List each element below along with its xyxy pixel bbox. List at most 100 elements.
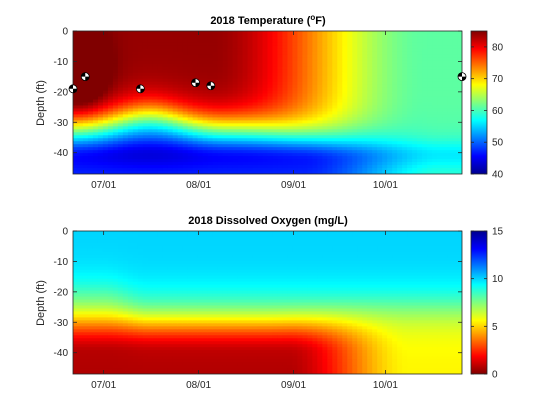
heatmap-cell bbox=[192, 260, 199, 265]
heatmap-cell bbox=[247, 39, 254, 44]
heatmap-cell bbox=[432, 81, 438, 86]
heatmap-cell bbox=[147, 254, 154, 259]
heatmap-cell bbox=[367, 132, 373, 136]
heatmap-cell bbox=[112, 45, 119, 50]
heatmap-cell bbox=[232, 171, 239, 174]
heatmap-cell bbox=[137, 51, 144, 56]
heatmap-cell bbox=[167, 42, 174, 47]
heatmap-cell bbox=[92, 245, 99, 250]
heatmap-cell bbox=[357, 69, 363, 74]
heatmap-cell bbox=[142, 260, 149, 265]
heatmap-cell bbox=[127, 117, 134, 121]
heatmap-cell bbox=[122, 39, 129, 44]
heatmap-cell bbox=[172, 123, 179, 127]
heatmap-cell bbox=[252, 75, 259, 80]
heatmap-cell bbox=[177, 350, 184, 354]
heatmap-cell bbox=[137, 69, 144, 74]
heatmap-cell bbox=[107, 42, 114, 47]
heatmap-cell bbox=[222, 156, 229, 160]
heatmap-cell bbox=[152, 284, 159, 289]
heatmap-cell bbox=[162, 171, 169, 174]
heatmap-cell bbox=[237, 132, 244, 136]
heatmap-cell bbox=[232, 93, 239, 98]
heatmap-cell bbox=[432, 75, 438, 80]
heatmap-cell bbox=[172, 344, 179, 348]
heatmap-cell bbox=[407, 96, 413, 101]
heatmap-cell bbox=[232, 114, 239, 118]
heatmap-cell bbox=[97, 138, 104, 142]
heatmap-cell bbox=[192, 42, 199, 47]
heatmap-cell bbox=[347, 33, 353, 38]
heatmap-cell bbox=[297, 156, 304, 160]
heatmap-cell bbox=[402, 51, 408, 56]
heatmap-cell bbox=[252, 105, 259, 110]
heatmap-cell bbox=[192, 117, 199, 121]
heatmap-cell bbox=[177, 257, 184, 262]
heatmap-cell bbox=[372, 87, 378, 92]
heatmap-cell bbox=[172, 60, 179, 65]
heatmap-cell bbox=[367, 54, 373, 59]
heatmap-cell bbox=[73, 129, 79, 133]
heatmap-cell bbox=[202, 105, 209, 110]
heatmap-cell bbox=[142, 231, 149, 235]
heatmap-cell bbox=[77, 78, 84, 83]
heatmap-cell bbox=[112, 320, 119, 324]
heatmap-cell bbox=[207, 159, 214, 163]
heatmap-cell bbox=[312, 162, 318, 166]
heatmap-cell bbox=[392, 129, 398, 133]
heatmap-cell bbox=[297, 114, 304, 118]
heatmap-cell bbox=[227, 138, 234, 142]
heatmap-cell bbox=[117, 120, 124, 124]
heatmap-cell bbox=[92, 338, 99, 342]
heatmap-cell bbox=[232, 66, 239, 71]
heatmap-cell bbox=[182, 156, 189, 160]
heatmap-cell bbox=[137, 326, 144, 330]
heatmap-cell bbox=[73, 242, 79, 247]
heatmap-cell bbox=[177, 126, 184, 130]
heatmap-cell bbox=[162, 323, 169, 327]
heatmap-cell bbox=[422, 63, 428, 68]
heatmap-cell bbox=[267, 69, 274, 74]
heatmap-cell bbox=[222, 117, 229, 121]
heatmap-cell bbox=[77, 305, 84, 310]
heatmap-cell bbox=[187, 126, 194, 130]
heatmap-cell bbox=[152, 254, 159, 259]
heatmap-cell bbox=[172, 111, 179, 116]
heatmap-cell bbox=[167, 260, 174, 265]
heatmap-cell bbox=[407, 81, 413, 86]
heatmap-cell bbox=[137, 305, 144, 310]
heatmap-cell bbox=[437, 129, 443, 133]
heatmap-cell bbox=[437, 132, 443, 136]
heatmap-cell bbox=[142, 254, 149, 259]
heatmap-cell bbox=[182, 323, 189, 327]
heatmap-cell bbox=[87, 302, 94, 307]
heatmap-cell bbox=[212, 141, 219, 145]
heatmap-cell bbox=[142, 42, 149, 47]
heatmap-cell bbox=[262, 45, 269, 50]
heatmap-cell bbox=[242, 132, 249, 136]
heatmap-cell bbox=[152, 320, 159, 324]
heatmap-cell bbox=[127, 150, 134, 154]
heatmap-cell bbox=[132, 278, 139, 283]
heatmap-cell bbox=[242, 102, 249, 107]
heatmap-cell bbox=[167, 105, 174, 110]
heatmap-cell bbox=[112, 57, 119, 62]
heatmap-cell bbox=[142, 135, 149, 139]
heatmap-cell bbox=[317, 102, 323, 107]
heatmap-cell bbox=[177, 275, 184, 280]
heatmap-cell bbox=[107, 320, 114, 324]
heatmap-cell bbox=[152, 153, 159, 157]
heatmap-cell bbox=[152, 111, 159, 116]
heatmap-cell bbox=[287, 75, 294, 80]
heatmap-cell bbox=[237, 42, 244, 47]
heatmap-cell bbox=[137, 356, 144, 360]
heatmap-cell bbox=[77, 239, 84, 244]
heatmap-cell bbox=[212, 39, 219, 44]
heatmap-cell bbox=[152, 39, 159, 44]
heatmap-cell bbox=[92, 66, 99, 71]
heatmap-cell bbox=[137, 153, 144, 157]
heatmap-cell bbox=[212, 42, 219, 47]
heatmap-cell bbox=[82, 254, 89, 259]
heatmap-cell bbox=[127, 353, 134, 357]
